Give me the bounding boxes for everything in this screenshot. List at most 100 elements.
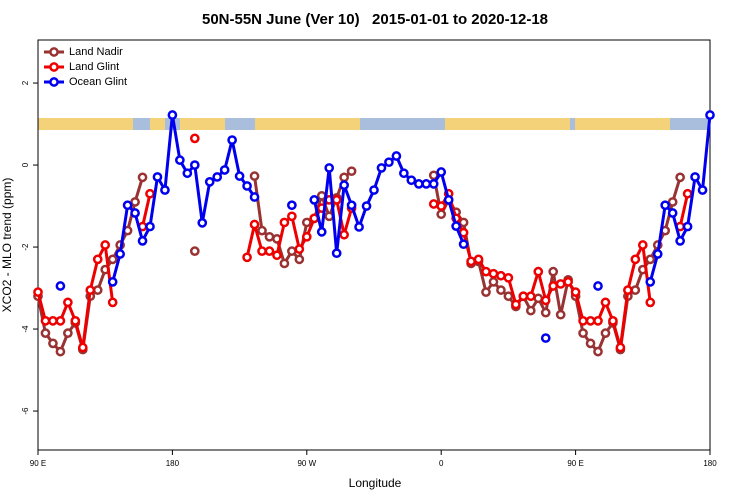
data-point <box>428 199 439 209</box>
data-point <box>503 291 514 302</box>
data-point <box>690 172 700 182</box>
data-point <box>518 291 529 302</box>
data-point <box>705 110 715 120</box>
data-point <box>675 172 685 183</box>
series <box>55 110 715 343</box>
data-point <box>391 151 402 161</box>
data-point <box>55 346 66 357</box>
data-point <box>55 281 66 291</box>
data-point <box>40 328 51 338</box>
data-point <box>503 272 514 283</box>
data-point <box>428 170 439 181</box>
data-point <box>458 217 469 228</box>
x-axis-label: Longitude <box>349 476 402 490</box>
plot-frame <box>37 39 711 451</box>
data-point <box>436 167 447 177</box>
data-point <box>578 316 588 326</box>
data-point <box>63 328 73 338</box>
data-point <box>533 293 544 304</box>
data-point <box>630 285 641 295</box>
data-point <box>533 266 544 277</box>
x-tick-label: 180 <box>703 459 717 468</box>
data-point <box>488 268 499 279</box>
data-point <box>436 209 447 220</box>
data-point <box>33 287 43 297</box>
data-point <box>219 165 230 175</box>
data-point <box>473 254 484 265</box>
data-point <box>376 163 387 173</box>
x-tick-label: 90 E <box>30 459 46 468</box>
chart-title: 50N-55N June (Ver 10) 2015-01-01 to 2020… <box>202 11 548 28</box>
data-point <box>55 316 66 326</box>
data-point <box>249 171 260 181</box>
data-point <box>369 185 379 195</box>
data-point <box>339 229 349 240</box>
y-tick-label: -2 <box>21 243 30 251</box>
data-point <box>227 135 237 145</box>
data-point <box>481 266 491 277</box>
data-point <box>600 328 611 338</box>
data-point <box>264 246 275 256</box>
data-point <box>264 231 275 242</box>
data-point <box>175 155 185 165</box>
data-point <box>294 254 305 265</box>
data-point <box>540 307 551 318</box>
data-point <box>249 219 260 230</box>
data-point <box>107 254 118 265</box>
data-point <box>167 110 178 120</box>
series-line <box>141 193 152 227</box>
data-point <box>130 197 140 207</box>
data-point <box>548 281 559 291</box>
data-point <box>652 249 663 259</box>
data-point <box>107 277 118 287</box>
data-point <box>48 338 58 349</box>
y-tick-label: -6 <box>21 407 30 415</box>
data-point <box>600 297 611 308</box>
data-point <box>242 252 252 263</box>
data-point <box>623 285 633 295</box>
data-point <box>682 188 693 199</box>
data-point <box>137 172 148 183</box>
data-point <box>107 297 118 308</box>
series <box>33 166 685 357</box>
data-point <box>436 201 447 211</box>
data-point <box>92 285 103 295</box>
data-point <box>578 328 588 338</box>
data-point <box>331 195 342 205</box>
data-point <box>40 316 51 326</box>
data-point <box>257 225 267 236</box>
data-point <box>160 185 170 195</box>
legend-marker <box>49 47 59 57</box>
data-point <box>593 281 603 291</box>
data-point <box>682 221 693 232</box>
data-point <box>70 316 81 326</box>
data-point <box>413 179 424 189</box>
data-point <box>145 188 155 199</box>
data-point <box>287 200 297 211</box>
x-tick-label: 90 E <box>567 459 583 468</box>
y-tick-label: 0 <box>21 162 30 167</box>
y-axis-label: XCO2 - MLO trend (ppm) <box>0 178 14 313</box>
data-point <box>667 197 678 207</box>
data-point <box>593 316 603 326</box>
x-tick-label: 0 <box>439 459 444 468</box>
y-tick-label: -4 <box>21 325 30 333</box>
data-point <box>451 221 461 231</box>
legend-marker <box>49 62 59 72</box>
data-point <box>645 297 656 308</box>
data-point <box>189 246 200 256</box>
data-point <box>279 217 290 228</box>
data-point <box>234 171 245 181</box>
x-tick-label: 90 W <box>297 459 316 468</box>
series <box>33 133 693 353</box>
data-point <box>257 246 267 256</box>
data-point <box>294 244 305 254</box>
data-point <box>137 236 148 246</box>
data-point <box>145 221 155 232</box>
data-point <box>85 285 96 295</box>
data-point <box>511 299 521 310</box>
data-point <box>48 316 58 326</box>
data-point <box>608 316 618 326</box>
